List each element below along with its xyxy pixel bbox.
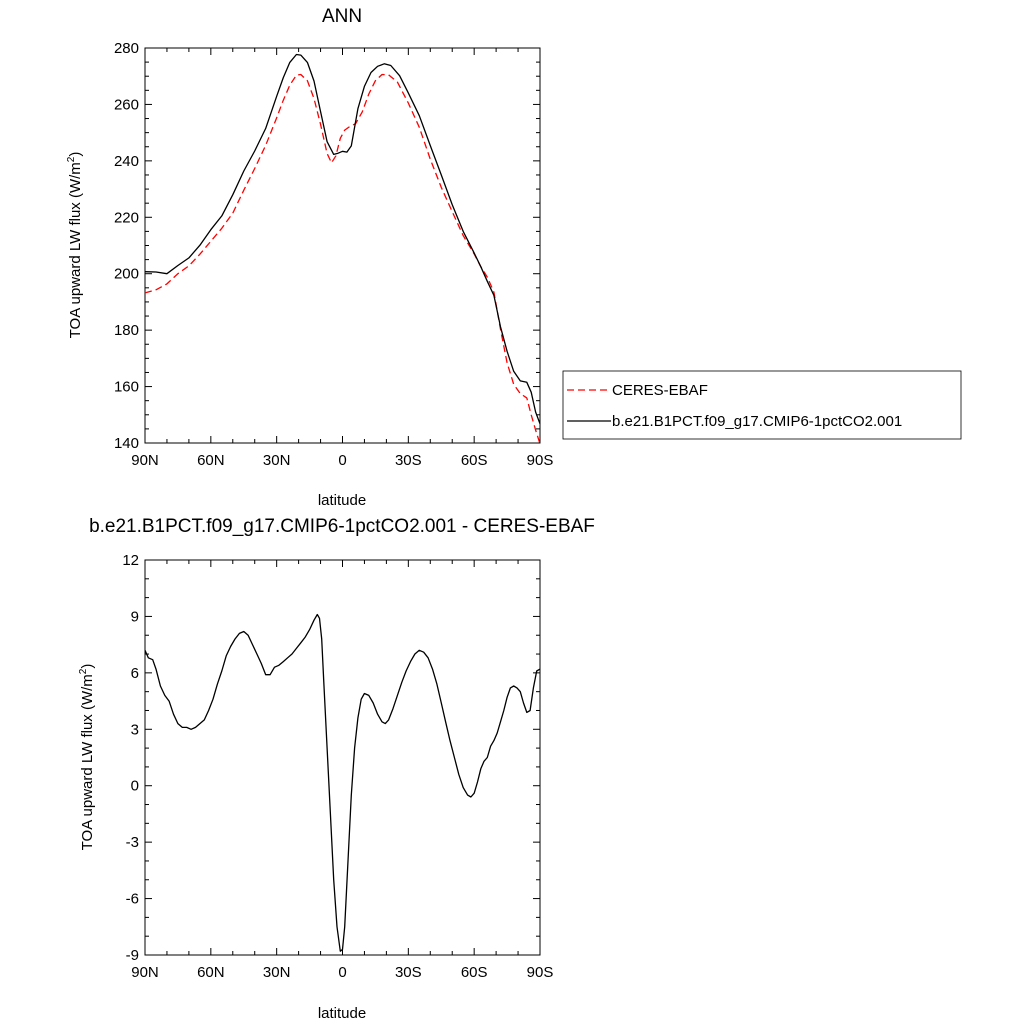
- bottom-plot-frame: [144, 559, 541, 956]
- bottom-ytick-label: 9: [131, 608, 139, 625]
- top-ytick-label: 260: [114, 96, 139, 113]
- top-series-line-0: [144, 73, 541, 444]
- bottom-x-ticks: 90N 60N 30N 0 30S 60S 90S: [131, 560, 553, 981]
- top-ytick-label: 240: [114, 153, 139, 170]
- bottom-chart-title: b.e21.B1PCT.f09_g17.CMIP6-1pctCO2.001 - …: [89, 516, 595, 537]
- legend: CERES-EBAF b.e21.B1PCT.f09_g17.CMIP6-1pc…: [562, 370, 962, 440]
- bottom-y-axis-label-sup: 2: [78, 668, 89, 674]
- bottom-ytick-label: -9: [126, 947, 139, 964]
- top-y-ticks: 140 160 180 200 220 240 260 280: [114, 40, 540, 452]
- top-chart-title: ANN: [322, 6, 362, 27]
- bottom-series-group: [144, 613, 541, 952]
- bottom-ytick-label: 0: [131, 778, 139, 795]
- bottom-xtick-label: 0: [338, 964, 346, 981]
- bottom-ytick-label: 6: [131, 665, 139, 682]
- top-x-ticks: 90N 60N 30N 0 30S 60S 90S: [131, 48, 553, 469]
- top-x-axis-label: latitude: [318, 492, 366, 509]
- bottom-ytick-label: 3: [131, 721, 139, 738]
- bottom-ytick-label: 12: [122, 552, 139, 569]
- bottom-y-axis-label-close: ): [79, 664, 96, 669]
- top-xtick-label: 30S: [395, 452, 422, 469]
- bottom-y-ticks: -9 -6 -3 0 3 6 9 12: [122, 552, 540, 964]
- bottom-xtick-label: 30N: [263, 964, 291, 981]
- top-y-axis-label-sup: 2: [66, 156, 77, 162]
- top-xtick-label: 60S: [461, 452, 488, 469]
- top-ytick-label: 200: [114, 266, 139, 283]
- top-ytick-label: 160: [114, 379, 139, 396]
- top-xtick-label: 0: [338, 452, 346, 469]
- legend-box: [562, 370, 962, 440]
- bottom-x-axis-label: latitude: [318, 1005, 366, 1022]
- bottom-ytick-label: -6: [126, 891, 139, 908]
- bottom-series-line-0: [144, 613, 541, 952]
- bottom-xtick-label: 90N: [131, 964, 159, 981]
- top-series-group: [144, 53, 541, 444]
- top-ytick-label: 280: [114, 40, 139, 57]
- top-xtick-label: 90S: [527, 452, 554, 469]
- top-y-axis-label-text: TOA upward LW flux (W/m: [67, 162, 84, 338]
- legend-model-label: b.e21.B1PCT.f09_g17.CMIP6-1pctCO2.001: [612, 413, 902, 430]
- top-ytick-label: 180: [114, 322, 139, 339]
- top-y-axis-label-close: ): [67, 152, 84, 157]
- top-series-line-1: [144, 53, 541, 425]
- top-ytick-label: 220: [114, 209, 139, 226]
- top-xtick-label: 60N: [197, 452, 225, 469]
- top-xtick-label: 30N: [263, 452, 291, 469]
- bottom-xtick-label: 60S: [461, 964, 488, 981]
- bottom-y-axis-label: TOA upward LW flux (W/m2): [78, 664, 96, 851]
- bottom-xtick-label: 30S: [395, 964, 422, 981]
- bottom-ytick-label: -3: [126, 834, 139, 851]
- bottom-y-axis-label-text: TOA upward LW flux (W/m: [79, 674, 96, 850]
- legend-ceres-label: CERES-EBAF: [612, 382, 708, 399]
- top-chart-panel: ANN 140 160 180 200 220 240 260 280 90N 60N 30N 0 3…: [66, 6, 962, 509]
- top-ytick-label: 140: [114, 435, 139, 452]
- top-y-axis-label: TOA upward LW flux (W/m2): [66, 152, 84, 339]
- bottom-chart-panel: b.e21.B1PCT.f09_g17.CMIP6-1pctCO2.001 - …: [78, 516, 595, 1022]
- bottom-xtick-label: 90S: [527, 964, 554, 981]
- bottom-xtick-label: 60N: [197, 964, 225, 981]
- top-xtick-label: 90N: [131, 452, 159, 469]
- top-plot-frame: [144, 47, 541, 444]
